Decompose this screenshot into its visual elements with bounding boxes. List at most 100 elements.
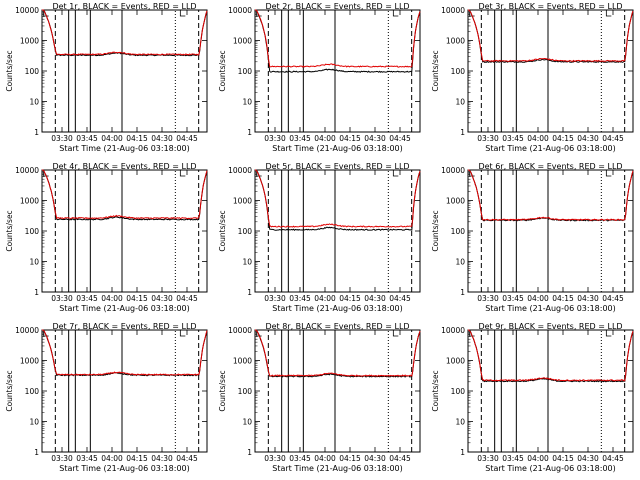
plot-frame: [254, 169, 421, 293]
y-tick-label: 10000: [228, 6, 252, 15]
y-tick-label: 100: [238, 387, 253, 396]
x-tick-label: 03:30: [264, 454, 286, 463]
y-tick-label: 10000: [15, 6, 39, 15]
series-lld-line: [42, 329, 208, 376]
x-tick-label: 04:30: [151, 134, 173, 143]
x-tick-label: 04:15: [339, 134, 361, 143]
x-tick-label: 04:15: [339, 294, 361, 303]
x-axis-label: Start Time (21-Aug-06 03:18:00): [485, 464, 616, 473]
x-tick-label: 04:00: [314, 294, 336, 303]
x-tick-label: 03:30: [477, 454, 499, 463]
y-tick-label: 10: [242, 98, 252, 107]
y-tick-label: 10: [29, 418, 39, 427]
x-tick-label: 04:00: [527, 294, 549, 303]
chart-title: Det 6r, BLACK = Events, RED = LLD: [478, 162, 622, 171]
y-tick-label: 10: [455, 98, 465, 107]
y-tick-label: 1000: [233, 37, 252, 46]
x-axis-label: Start Time (21-Aug-06 03:18:00): [59, 304, 190, 313]
interval-bracket: [43, 170, 49, 177]
x-tick-label: 04:45: [389, 294, 411, 303]
chart-title: Det 9r, BLACK = Events, RED = LLD: [478, 322, 622, 331]
x-tick-label: 04:15: [552, 294, 574, 303]
x-axis-label: Start Time (21-Aug-06 03:18:00): [485, 144, 616, 153]
x-tick-label: 04:45: [389, 454, 411, 463]
x-tick-label: 04:30: [364, 294, 386, 303]
y-tick-label: 100: [238, 227, 253, 236]
x-tick-label: 04:15: [126, 454, 148, 463]
y-tick-label: 1000: [446, 37, 465, 46]
x-tick-label: 04:45: [602, 454, 624, 463]
x-tick-label: 03:30: [51, 294, 73, 303]
x-tick-label: 03:45: [502, 294, 524, 303]
interval-bracket: [469, 10, 475, 17]
y-tick-label: 100: [451, 227, 466, 236]
y-tick-label: 100: [25, 387, 40, 396]
y-tick-label: 10000: [15, 326, 39, 335]
y-tick-label: 10000: [441, 166, 465, 175]
chart-title: Det 2r, BLACK = Events, RED = LLD: [265, 2, 409, 11]
y-tick-label: 100: [451, 67, 466, 76]
y-tick-label: 100: [25, 227, 40, 236]
x-tick-label: 03:45: [502, 454, 524, 463]
chart-title: Det 3r, BLACK = Events, RED = LLD: [478, 2, 622, 11]
interval-bracket: [256, 170, 262, 177]
panel-det-4r: Det 4r, BLACK = Events, RED = LLD 1 10 100 1…: [5, 162, 208, 313]
y-axis-label: Counts/sec: [431, 370, 440, 411]
x-tick-label: 04:30: [577, 294, 599, 303]
series-events-line: [255, 9, 421, 73]
y-tick-label: 1000: [233, 357, 252, 366]
x-axis-label: Start Time (21-Aug-06 03:18:00): [485, 304, 616, 313]
interval-bracket: [469, 170, 475, 177]
series-events-line: [42, 169, 208, 221]
interval-bracket: [179, 170, 186, 177]
series-lld-line: [468, 169, 634, 221]
y-tick-label: 1: [247, 288, 252, 297]
y-axis-label: Counts/sec: [218, 50, 227, 91]
y-axis-label: Counts/sec: [218, 210, 227, 251]
panel-det-8r: Det 8r, BLACK = Events, RED = LLD 1 10 100 1…: [218, 322, 421, 473]
x-tick-label: 04:45: [176, 134, 198, 143]
y-axis-label: Counts/sec: [431, 50, 440, 91]
interval-bracket: [179, 330, 186, 337]
y-tick-label: 1: [460, 288, 465, 297]
chart-title: Det 7r, BLACK = Events, RED = LLD: [52, 322, 196, 331]
y-tick-label: 1: [34, 288, 39, 297]
x-tick-label: 04:00: [527, 454, 549, 463]
x-tick-label: 04:30: [577, 134, 599, 143]
series-events-line: [468, 169, 634, 222]
x-tick-label: 03:30: [51, 134, 73, 143]
panel-det-3r: Det 3r, BLACK = Events, RED = LLD 1 10 100 1…: [431, 2, 634, 153]
series-events-line: [255, 169, 421, 232]
x-tick-label: 03:30: [477, 294, 499, 303]
plot-frame: [467, 9, 634, 133]
interval-bracket: [605, 10, 612, 17]
x-tick-label: 03:45: [289, 294, 311, 303]
series-lld-line: [468, 9, 634, 63]
x-tick-label: 03:30: [477, 134, 499, 143]
x-tick-label: 03:45: [289, 134, 311, 143]
x-tick-label: 04:00: [101, 294, 123, 303]
y-tick-label: 1: [34, 128, 39, 137]
x-tick-label: 04:45: [389, 134, 411, 143]
series-events-line: [255, 329, 421, 378]
x-tick-label: 04:45: [602, 134, 624, 143]
x-tick-label: 04:30: [364, 454, 386, 463]
x-tick-label: 04:15: [339, 454, 361, 463]
x-tick-label: 04:00: [101, 134, 123, 143]
y-tick-label: 10000: [15, 166, 39, 175]
x-tick-label: 04:00: [314, 134, 336, 143]
y-tick-label: 1000: [233, 197, 252, 206]
x-tick-label: 04:30: [364, 134, 386, 143]
panel-det-5r: Det 5r, BLACK = Events, RED = LLD 1 10 100 1…: [218, 162, 421, 313]
chart-title: Det 8r, BLACK = Events, RED = LLD: [265, 322, 409, 331]
x-axis-label: Start Time (21-Aug-06 03:18:00): [272, 304, 403, 313]
y-axis-label: Counts/sec: [5, 50, 14, 91]
x-axis-label: Start Time (21-Aug-06 03:18:00): [59, 464, 190, 473]
plot-frame: [41, 9, 208, 133]
x-tick-label: 04:45: [176, 294, 198, 303]
plot-frame: [467, 329, 634, 453]
chart-title: Det 1r, BLACK = Events, RED = LLD: [52, 2, 196, 11]
x-tick-label: 03:45: [289, 454, 311, 463]
x-tick-label: 04:15: [126, 134, 148, 143]
